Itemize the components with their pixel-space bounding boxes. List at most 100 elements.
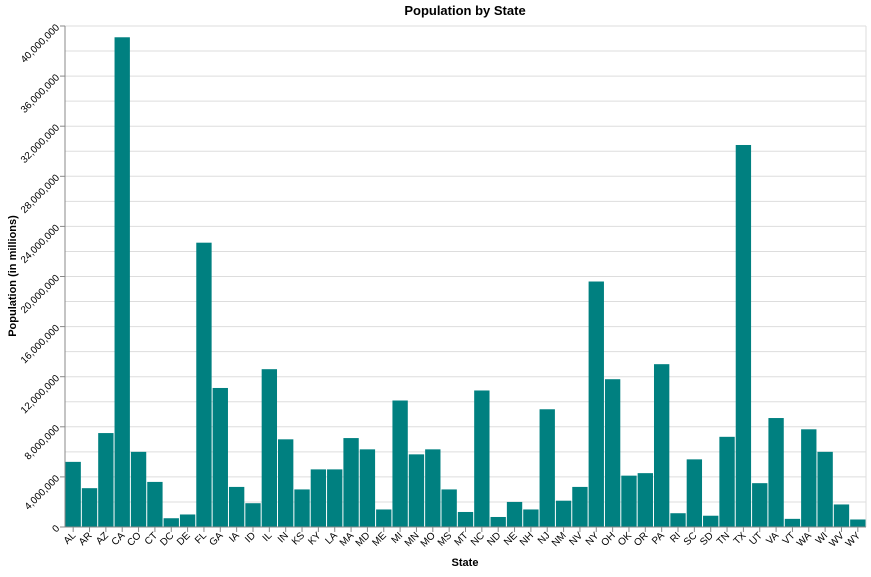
bar xyxy=(490,516,506,527)
bar xyxy=(637,473,653,527)
bar xyxy=(784,518,801,527)
x-tick-label: FL xyxy=(193,530,209,546)
bar xyxy=(376,509,392,527)
bar xyxy=(801,429,817,527)
x-tick-label: WY xyxy=(844,530,863,549)
x-tick-label: ID xyxy=(243,530,258,545)
bar xyxy=(196,242,212,527)
bar xyxy=(474,390,490,527)
bar xyxy=(425,449,441,527)
x-tick-label: NJ xyxy=(536,530,552,546)
bar xyxy=(653,364,670,527)
bar xyxy=(392,400,408,527)
x-tick-label: MT xyxy=(453,530,471,548)
y-tick-label: 32,000,000 xyxy=(19,122,62,165)
x-tick-label: CT xyxy=(143,530,160,547)
bar xyxy=(98,433,114,527)
bar xyxy=(506,501,523,527)
x-tick-label: CA xyxy=(110,530,128,548)
bar xyxy=(539,409,555,527)
bar xyxy=(310,469,327,527)
bar xyxy=(327,469,343,527)
x-tick-label: TX xyxy=(732,530,749,547)
y-tick-label: 0 xyxy=(50,523,62,535)
bar xyxy=(343,438,359,527)
x-tick-label: OK xyxy=(616,530,634,548)
bar xyxy=(212,387,228,527)
x-tick-label: MO xyxy=(419,530,438,549)
x-tick-label: SD xyxy=(698,530,716,548)
x-tick-label: NM xyxy=(550,530,569,549)
x-tick-label: IN xyxy=(276,530,291,545)
bar xyxy=(833,504,850,527)
y-tick-label: 4,000,000 xyxy=(23,473,63,513)
bar xyxy=(572,486,588,527)
bar xyxy=(604,379,621,527)
bar xyxy=(686,459,703,527)
x-tick-label: DE xyxy=(175,530,193,548)
x-tick-label: VT xyxy=(781,530,798,547)
y-tick-label: 20,000,000 xyxy=(19,273,62,316)
x-tick-label: MI xyxy=(390,530,406,546)
x-tick-label: IA xyxy=(227,530,242,545)
x-tick-label: DC xyxy=(158,530,176,548)
x-tick-label: IL xyxy=(261,530,275,544)
y-axis-title: Population (in millions) xyxy=(7,215,19,337)
bar xyxy=(621,475,637,527)
x-tick-label: CO xyxy=(125,530,144,549)
bar xyxy=(768,418,784,527)
x-tick-label: WA xyxy=(795,530,814,549)
bar xyxy=(245,503,261,527)
x-tick-label: KY xyxy=(306,530,323,547)
bar xyxy=(817,451,833,527)
bar xyxy=(228,486,245,527)
x-tick-label: MA xyxy=(338,530,357,549)
x-tick-label: MS xyxy=(436,530,455,549)
bar xyxy=(719,436,735,527)
bars xyxy=(65,37,866,528)
bar xyxy=(752,483,768,527)
y-tick-label: 36,000,000 xyxy=(19,72,62,115)
x-tick-label: OR xyxy=(632,530,650,548)
x-tick-label: NC xyxy=(469,530,487,548)
bar xyxy=(163,518,179,527)
bar xyxy=(588,281,604,527)
x-tick-label: ND xyxy=(485,530,503,548)
bar xyxy=(670,513,686,527)
bar xyxy=(555,500,572,527)
x-tick-label: WI xyxy=(814,530,830,546)
x-tick-label: RI xyxy=(668,530,683,545)
bar xyxy=(457,511,474,527)
bar xyxy=(294,489,310,527)
x-tick-label: SC xyxy=(682,530,700,548)
x-tick-label: LA xyxy=(323,530,340,547)
x-tick-label: NV xyxy=(567,530,585,548)
x-tick-label: MN xyxy=(403,530,422,549)
x-tick-label: NY xyxy=(584,530,602,548)
bar xyxy=(441,489,457,527)
x-tick-label: NE xyxy=(502,530,520,548)
bar xyxy=(130,451,147,527)
bar xyxy=(261,369,278,527)
bar xyxy=(523,509,539,527)
x-axis-title: State xyxy=(452,557,479,569)
bar xyxy=(703,515,719,527)
y-tick-label: 8,000,000 xyxy=(23,423,63,463)
x-tick-label: GA xyxy=(207,530,225,548)
bar xyxy=(114,37,130,528)
bar xyxy=(359,449,376,527)
x-tick-label: AL xyxy=(62,530,79,547)
bar xyxy=(408,454,425,527)
bar xyxy=(147,481,163,527)
bar xyxy=(735,144,752,528)
y-tick-label: 28,000,000 xyxy=(19,172,62,215)
x-tick-label: WV xyxy=(827,530,846,549)
y-tick-label: 24,000,000 xyxy=(19,222,62,265)
y-tick-label: 12,000,000 xyxy=(19,373,62,416)
x-tick-label: KS xyxy=(290,530,307,547)
chart-title: Population by State xyxy=(404,3,525,18)
x-tick-label: TN xyxy=(715,530,732,547)
x-tick-label: ME xyxy=(371,530,390,549)
